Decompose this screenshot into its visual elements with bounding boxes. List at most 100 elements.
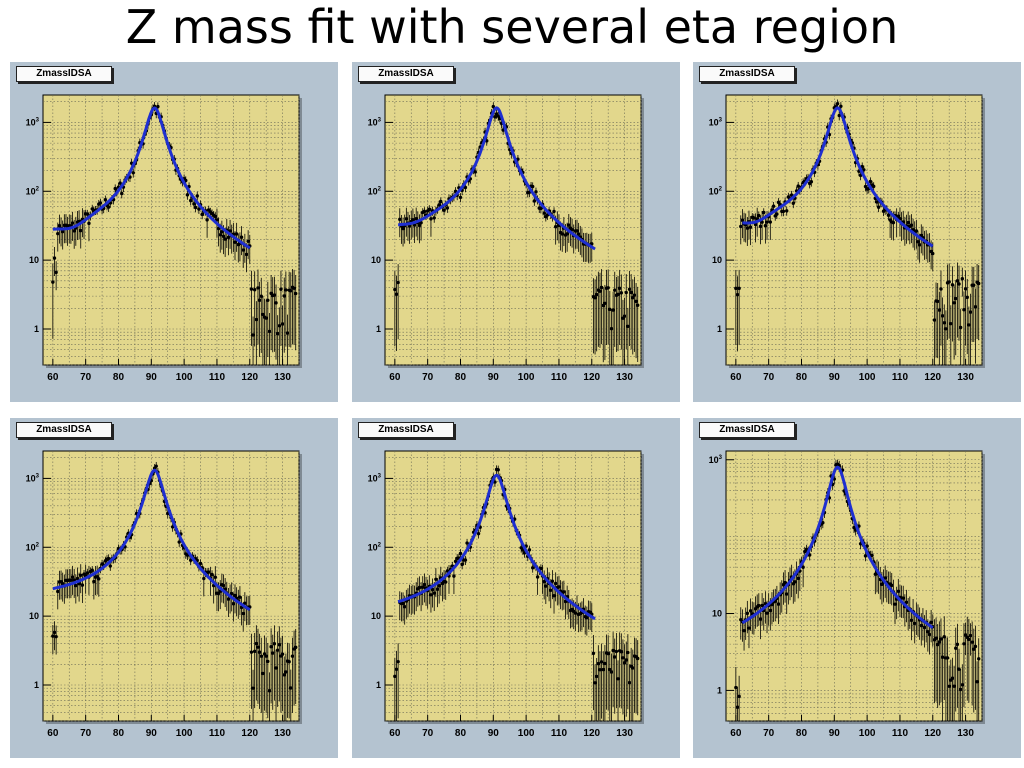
y-tick-label: 102	[368, 186, 382, 196]
data-point	[284, 670, 288, 674]
data-point	[552, 593, 556, 598]
data-point	[734, 286, 738, 291]
data-point	[560, 232, 564, 236]
data-point	[973, 305, 978, 309]
data-point	[282, 294, 286, 298]
y-tick-label: 102	[26, 542, 40, 552]
data-point	[886, 213, 891, 217]
data-point	[567, 223, 571, 227]
data-point	[609, 670, 614, 674]
data-point	[539, 206, 543, 211]
data-point	[261, 312, 265, 317]
data-point	[85, 571, 90, 575]
data-point	[768, 608, 773, 613]
data-point	[429, 217, 433, 221]
data-point	[927, 632, 932, 637]
data-point	[463, 558, 468, 562]
data-point	[622, 314, 627, 318]
data-point	[56, 589, 60, 594]
data-point	[254, 641, 259, 646]
data-point	[70, 221, 75, 225]
data-point	[972, 647, 976, 651]
data-point	[473, 170, 477, 174]
data-point	[977, 657, 981, 661]
data-point	[52, 630, 57, 635]
chart-panel: 60 70 80 90 100 110 120 130 1 10 102 103 ZmassIDSA	[10, 418, 338, 758]
x-tick-label: 120	[924, 728, 941, 739]
data-point	[221, 234, 226, 238]
data-point	[768, 220, 773, 224]
data-point	[593, 296, 597, 300]
data-point	[757, 603, 761, 608]
y-tick-label: 10	[29, 255, 39, 265]
data-point	[760, 603, 764, 608]
data-point	[280, 322, 285, 326]
x-tick-label: 60	[730, 372, 742, 383]
data-point	[282, 673, 286, 677]
data-point	[210, 572, 214, 577]
data-point	[422, 209, 427, 214]
histogram-name-label: ZmassIDSA	[16, 66, 112, 82]
x-tick-label: 100	[859, 372, 876, 383]
data-point	[251, 333, 255, 337]
data-point	[896, 589, 901, 594]
data-point	[401, 601, 405, 606]
data-point	[271, 651, 275, 655]
data-point	[226, 597, 231, 601]
data-point	[272, 293, 277, 297]
data-point	[954, 646, 958, 650]
data-point	[70, 575, 75, 579]
data-point	[613, 288, 617, 292]
data-point	[552, 209, 556, 214]
data-point	[85, 212, 90, 216]
data-point	[748, 609, 753, 613]
data-point	[619, 291, 624, 295]
data-point	[79, 573, 83, 578]
data-point	[763, 224, 768, 228]
data-point	[231, 602, 236, 606]
data-point	[417, 585, 422, 590]
data-point	[550, 579, 555, 583]
data-point	[960, 277, 965, 281]
data-point	[241, 248, 245, 252]
data-point	[256, 286, 260, 290]
data-point	[87, 221, 91, 226]
data-point	[801, 565, 805, 569]
data-point	[622, 661, 627, 665]
data-point	[202, 576, 206, 581]
data-point	[598, 289, 602, 293]
data-point	[72, 229, 76, 233]
data-point	[975, 680, 979, 684]
data-point	[970, 640, 974, 644]
data-point	[432, 591, 436, 595]
data-point	[90, 568, 94, 572]
data-point	[252, 649, 257, 654]
data-point	[274, 666, 278, 670]
chart-panel: 60 70 80 90 100 110 120 130 1 10 103 ZmassIDSA	[693, 418, 1021, 758]
data-point	[735, 705, 740, 709]
data-point	[890, 583, 894, 588]
data-point	[608, 667, 612, 672]
x-tick-label: 100	[518, 728, 535, 739]
grid-lines	[43, 95, 300, 366]
data-point	[891, 220, 896, 225]
data-point	[430, 587, 435, 592]
data-point	[54, 634, 58, 639]
data-point	[491, 104, 496, 109]
data-point	[737, 694, 741, 699]
data-point	[177, 540, 181, 544]
data-point	[421, 585, 425, 589]
data-point	[616, 677, 620, 681]
x-tick-label: 130	[957, 728, 974, 739]
data-point	[606, 286, 610, 290]
data-point	[103, 198, 108, 202]
data-point	[398, 217, 402, 222]
data-point	[393, 287, 397, 292]
data-point	[233, 593, 237, 598]
data-point	[967, 637, 971, 642]
data-point	[593, 681, 597, 685]
data-point	[254, 317, 259, 322]
histogram-name-label: ZmassIDSA	[699, 422, 795, 438]
